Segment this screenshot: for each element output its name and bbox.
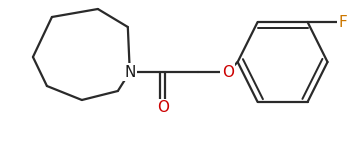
Text: N: N	[124, 65, 135, 79]
Text: O: O	[222, 65, 234, 79]
Text: O: O	[157, 100, 169, 115]
Text: F: F	[338, 15, 347, 29]
